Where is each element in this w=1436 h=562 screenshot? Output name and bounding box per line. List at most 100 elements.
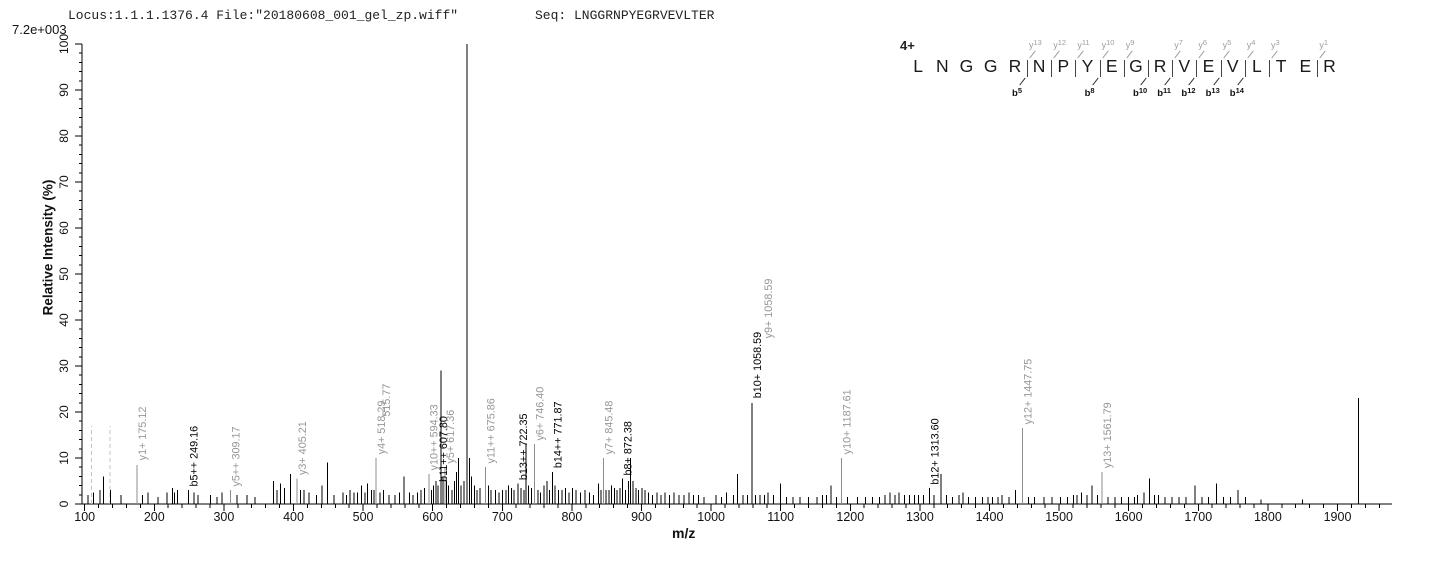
y-tick-label: 90 xyxy=(57,83,71,97)
b-ion-marker xyxy=(1019,77,1026,86)
y-tick-label: 30 xyxy=(57,359,71,373)
sequence-residue: L xyxy=(1252,56,1262,76)
fragmentation-site-line xyxy=(1220,60,1222,77)
peak-label: b14++ 771.87 xyxy=(552,401,564,468)
b-ion-label: b10 xyxy=(1133,86,1148,99)
intensity-scale-note: 7.2e+003 xyxy=(12,22,67,37)
peak-label: b8+ 872.38 xyxy=(622,421,634,475)
sequence-residue: V xyxy=(1178,56,1191,76)
x-tick-label: 400 xyxy=(283,510,304,524)
peak-label: 515.77 xyxy=(381,384,393,417)
y-tick-label: 50 xyxy=(57,267,71,281)
sequence-residue: N xyxy=(1032,56,1046,76)
peak-label: b12+ 1313.60 xyxy=(929,418,941,484)
fragmentation-site-line xyxy=(1148,60,1149,77)
fragmentation-site-line xyxy=(1051,60,1053,77)
y-tick-label: 70 xyxy=(57,175,71,189)
y-ion-label: y12 xyxy=(1053,38,1067,50)
peak-label: y3+ 405.21 xyxy=(297,421,309,475)
sequence-residue: P xyxy=(1057,56,1070,76)
sequence-residue: G xyxy=(959,56,974,76)
y-ion-label: y10 xyxy=(1101,38,1115,50)
peak-label: y6+ 746.40 xyxy=(535,387,547,441)
peak-label: b10+ 1058.59 xyxy=(752,332,764,398)
x-tick-label: 1200 xyxy=(836,510,864,524)
x-tick-label: 1900 xyxy=(1324,510,1352,524)
x-tick-label: 100 xyxy=(74,510,95,524)
x-tick-label: 1400 xyxy=(976,510,1004,524)
fragmentation-site-line xyxy=(1123,60,1125,77)
y-ion-label: y11 xyxy=(1077,38,1090,50)
sequence-residue: Y xyxy=(1081,56,1094,76)
precursor-charge-state: 4+ xyxy=(900,38,915,53)
sequence-residue: E xyxy=(1105,56,1118,76)
x-tick-label: 1700 xyxy=(1184,510,1212,524)
x-tick-label: 1300 xyxy=(906,510,934,524)
y-ion-label: y7 xyxy=(1174,38,1183,50)
fragmentation-site-line xyxy=(1317,60,1319,77)
sequence-residue: E xyxy=(1202,56,1215,76)
b-ion-label: b5 xyxy=(1012,86,1022,99)
b-ion-label: b12 xyxy=(1181,86,1196,99)
y-ion-label: y1 xyxy=(1319,38,1329,50)
x-tick-label: 600 xyxy=(422,510,443,524)
x-tick-label: 1800 xyxy=(1254,510,1282,524)
peak-label: y5++ 309.17 xyxy=(230,426,242,486)
fragmentation-site-line xyxy=(1244,60,1246,77)
x-tick-label: 300 xyxy=(213,510,234,524)
peak-label: b11++ 607.80 xyxy=(438,416,450,482)
b-ion-marker xyxy=(1212,77,1220,86)
peak-label: y11++ 675.86 xyxy=(485,398,497,463)
x-tick-label: 500 xyxy=(353,510,374,524)
peak-label: y4+ 518.29 xyxy=(376,401,388,455)
y-tick-label: 10 xyxy=(57,451,71,465)
y-tick-label: 80 xyxy=(57,129,71,143)
peak-label: y5+ 617.36 xyxy=(445,410,457,464)
peak-label: y13+ 1561.79 xyxy=(1102,402,1114,468)
b-ion-marker xyxy=(1164,77,1171,86)
sequence-residue: R xyxy=(1153,56,1167,76)
sequence-label: Seq: LNGGRNPYEGRVEVLTER xyxy=(535,8,715,23)
peak-label: y7+ 845.48 xyxy=(604,401,616,455)
b-ion-label: b11 xyxy=(1157,86,1171,99)
peak-label: y1+ 175.12 xyxy=(137,407,149,461)
peak-label: y10++ 594.33 xyxy=(429,404,441,470)
x-tick-label: 800 xyxy=(561,510,582,524)
y-tick-label: 100 xyxy=(57,34,71,54)
b-ion-marker xyxy=(1237,77,1244,86)
peak-label: y10+ 1187.61 xyxy=(842,389,854,454)
x-tick-label: 1600 xyxy=(1115,510,1143,524)
y-tick-label: 60 xyxy=(57,221,71,235)
y-tick-label: 40 xyxy=(57,313,71,327)
fragmentation-site-line xyxy=(1172,60,1174,77)
x-tick-label: 200 xyxy=(144,510,165,524)
fragmentation-site-line xyxy=(1075,60,1077,77)
y-ion-label: y9 xyxy=(1125,38,1135,50)
y-ion-label: y6 xyxy=(1198,38,1208,50)
fragmentation-site-line xyxy=(1027,60,1028,77)
sequence-residue: V xyxy=(1226,56,1239,76)
sequence-residue: N xyxy=(935,56,949,76)
b-ion-marker xyxy=(1091,77,1099,86)
peak-label: y12+ 1447.75 xyxy=(1023,359,1035,425)
b-ion-label: b14 xyxy=(1229,86,1244,99)
y-tick-label: 20 xyxy=(57,405,71,419)
y-ion-label: y4 xyxy=(1246,38,1256,50)
peak-label: b13++ 722.35 xyxy=(518,413,530,480)
x-tick-label: 1500 xyxy=(1045,510,1073,524)
x-tick-label: 700 xyxy=(492,510,513,524)
y-ion-label: y3 xyxy=(1271,38,1280,50)
x-tick-label: 1100 xyxy=(767,510,794,524)
fragmentation-site-line xyxy=(1196,60,1198,77)
fragmentation-site-line xyxy=(1099,60,1101,77)
sequence-residue: L xyxy=(913,56,923,76)
b-ion-marker xyxy=(1140,77,1147,86)
sequence-residue: G xyxy=(983,56,998,76)
sequence-residue: E xyxy=(1299,56,1312,76)
x-tick-label: 1000 xyxy=(697,510,725,524)
peak-label: y9+ 1058.59 xyxy=(763,279,775,339)
b-ion-label: b13 xyxy=(1205,86,1220,99)
peak-label: b5++ 249.16 xyxy=(189,426,201,487)
